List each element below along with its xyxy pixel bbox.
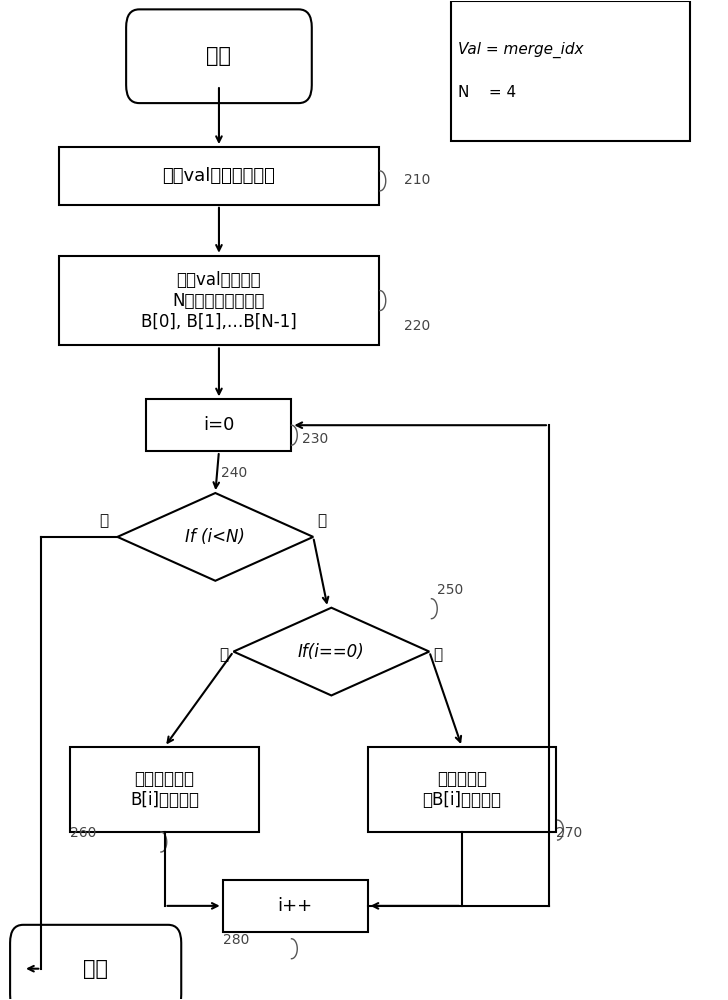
Text: 否: 否 <box>433 648 442 663</box>
Text: 240: 240 <box>221 466 248 480</box>
Text: 使用上下文对
B[i]进行编码: 使用上下文对 B[i]进行编码 <box>130 770 199 809</box>
Text: 开始: 开始 <box>207 46 232 66</box>
Text: 230: 230 <box>302 432 328 446</box>
Bar <box>451 1 690 141</box>
Text: Val = merge_idx: Val = merge_idx <box>459 42 584 58</box>
Text: 270: 270 <box>556 826 582 840</box>
Text: If (i<N): If (i<N) <box>186 528 245 546</box>
Polygon shape <box>234 608 430 695</box>
FancyBboxPatch shape <box>126 9 312 103</box>
Text: i++: i++ <box>277 897 312 915</box>
Text: 250: 250 <box>437 583 463 597</box>
Text: 以旁路方法
对B[i]进行编码: 以旁路方法 对B[i]进行编码 <box>422 770 502 809</box>
FancyBboxPatch shape <box>10 925 181 1000</box>
Bar <box>146 399 291 451</box>
Text: 210: 210 <box>404 173 430 187</box>
Text: 变量val二值化为
N个二进制位以产生
B[0], B[1],…B[N-1]: 变量val二值化为 N个二进制位以产生 B[0], B[1],…B[N-1] <box>141 271 297 330</box>
Text: 是: 是 <box>317 513 326 528</box>
Text: 变量val接受语法元素: 变量val接受语法元素 <box>162 167 275 185</box>
Text: 结束: 结束 <box>83 959 108 979</box>
Polygon shape <box>117 493 313 581</box>
Bar <box>60 256 379 345</box>
Bar <box>60 147 379 205</box>
Text: i=0: i=0 <box>203 416 234 434</box>
Text: If(i==0): If(i==0) <box>298 643 365 661</box>
Text: N    = 4: N = 4 <box>459 85 516 100</box>
Text: 否: 否 <box>99 513 108 528</box>
Bar <box>368 747 556 832</box>
Text: 是: 是 <box>219 648 228 663</box>
Text: 260: 260 <box>71 826 97 840</box>
Bar <box>71 747 259 832</box>
Bar <box>223 880 368 932</box>
Text: 280: 280 <box>223 933 249 947</box>
Text: 220: 220 <box>404 319 430 333</box>
